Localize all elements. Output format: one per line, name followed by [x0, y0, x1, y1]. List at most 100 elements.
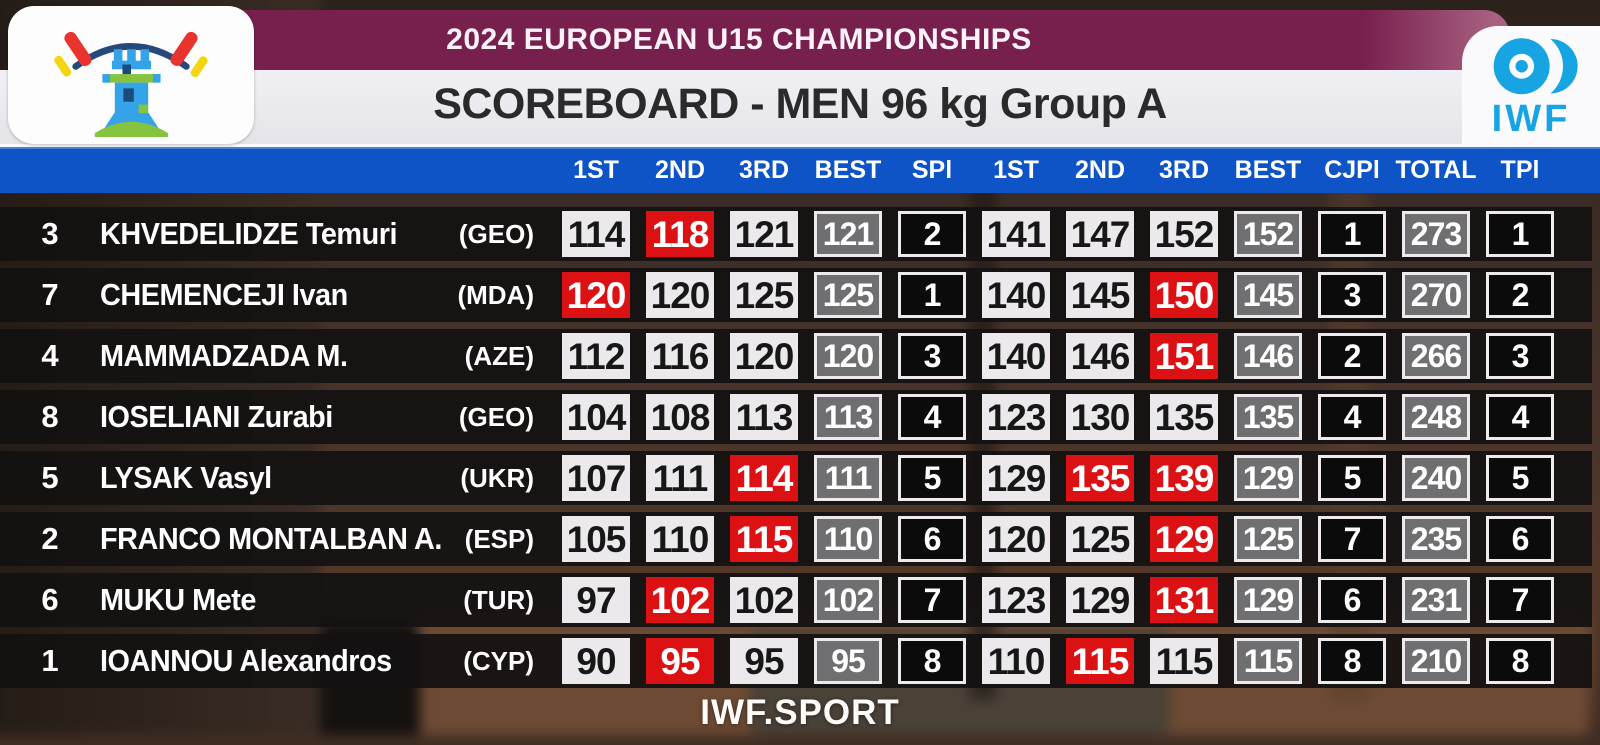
- attempt-failed-cell: 151: [1150, 333, 1218, 379]
- attempt-cell: 112: [562, 333, 630, 379]
- total-cell: 270: [1402, 272, 1470, 318]
- lot-number: 8: [41, 399, 59, 434]
- result-slot: 6: [890, 512, 974, 566]
- result-slot: 107: [554, 451, 638, 505]
- result-slot: 1: [1310, 207, 1394, 261]
- iwf-logo-icon: [1493, 38, 1578, 95]
- place-cell: 2: [898, 211, 966, 257]
- result-slot: 6: [1478, 512, 1562, 566]
- result-slot: 135: [1058, 451, 1142, 505]
- result-slot: 3: [890, 329, 974, 383]
- result-slot: 95: [722, 634, 806, 688]
- attempt-cell: 107: [562, 455, 630, 501]
- best-cell: 121: [814, 211, 882, 257]
- attempt-failed-cell: 131: [1150, 577, 1218, 623]
- result-slot: 146: [1226, 329, 1310, 383]
- result-slot: 147: [1058, 207, 1142, 261]
- result-slot: 112: [554, 329, 638, 383]
- attempt-failed-cell: 102: [646, 577, 714, 623]
- result-slot: 120: [554, 268, 638, 322]
- place-cell: 6: [1486, 516, 1554, 562]
- attempt-cell: 104: [562, 394, 630, 440]
- attempt-cell: 108: [646, 394, 714, 440]
- result-slot: 6: [1310, 573, 1394, 627]
- total-cell: 266: [1402, 333, 1470, 379]
- column-header-2nd: 2ND: [1074, 155, 1125, 184]
- result-slot: 113: [806, 390, 890, 444]
- attempt-failed-cell: 115: [1066, 638, 1134, 684]
- result-slot: 102: [638, 573, 722, 627]
- total-cell: 210: [1402, 638, 1470, 684]
- result-slot: 273: [1394, 207, 1478, 261]
- place-cell: 1: [1486, 211, 1554, 257]
- column-header-3rd: 3RD: [738, 155, 789, 184]
- column-header-best: BEST: [814, 155, 882, 184]
- result-slot: 2: [1310, 329, 1394, 383]
- result-slot: 146: [1058, 329, 1142, 383]
- result-slot: 110: [638, 512, 722, 566]
- result-slot: 121: [722, 207, 806, 261]
- result-slot: 266: [1394, 329, 1478, 383]
- athlete-name: KHVEDELIDZE Temuri: [100, 216, 398, 251]
- result-slot: 118: [638, 207, 722, 261]
- result-slot: 115: [722, 512, 806, 566]
- total-cell: 273: [1402, 211, 1470, 257]
- place-cell: 7: [1486, 577, 1554, 623]
- column-header-cjpl: CJPl: [1324, 155, 1380, 184]
- place-cell: 6: [898, 516, 966, 562]
- result-slot: 121: [806, 207, 890, 261]
- best-cell: 111: [814, 455, 882, 501]
- athlete-name: MUKU Mete: [100, 582, 256, 617]
- result-slot: 115: [1142, 634, 1226, 688]
- attempt-failed-cell: 115: [730, 516, 798, 562]
- result-slot: 2: [890, 207, 974, 261]
- country-code: (GEO): [458, 218, 534, 249]
- place-cell: 7: [898, 577, 966, 623]
- result-slot: 115: [1226, 634, 1310, 688]
- column-header-spl: SPl: [911, 155, 953, 184]
- column-header-total: TOTAL: [1395, 155, 1477, 184]
- result-slot: 95: [806, 634, 890, 688]
- result-slot: 125: [1226, 512, 1310, 566]
- place-cell: 8: [1318, 638, 1386, 684]
- column-header-3rd: 3RD: [1158, 155, 1209, 184]
- result-slot: 129: [974, 451, 1058, 505]
- athlete-name: CHEMENCEJI Ivan: [100, 277, 348, 312]
- result-slot: 152: [1226, 207, 1310, 261]
- result-slot: 131: [1142, 573, 1226, 627]
- result-slot: 7: [890, 573, 974, 627]
- result-slot: 110: [806, 512, 890, 566]
- result-slot: 8: [890, 634, 974, 688]
- attempt-cell: 146: [1066, 333, 1134, 379]
- result-slot: 120: [638, 268, 722, 322]
- attempt-cell: 141: [982, 211, 1050, 257]
- attempt-cell: 129: [1066, 577, 1134, 623]
- place-cell: 2: [1318, 333, 1386, 379]
- result-slot: 125: [722, 268, 806, 322]
- result-slot: 231: [1394, 573, 1478, 627]
- attempt-cell: 90: [562, 638, 630, 684]
- athlete-name: IOSELIANI Zurabi: [100, 399, 333, 434]
- result-slot: 102: [722, 573, 806, 627]
- lot-number: 3: [41, 216, 59, 251]
- result-slot: 152: [1142, 207, 1226, 261]
- attempt-cell: 152: [1150, 211, 1218, 257]
- result-slot: 105: [554, 512, 638, 566]
- place-cell: 8: [1486, 638, 1554, 684]
- result-slot: 111: [806, 451, 890, 505]
- result-slot: 1: [1478, 207, 1562, 261]
- result-slot: 2: [1478, 268, 1562, 322]
- attempt-cell: 110: [982, 638, 1050, 684]
- result-slot: 104: [554, 390, 638, 444]
- result-slot: 113: [722, 390, 806, 444]
- attempt-cell: 116: [646, 333, 714, 379]
- attempt-cell: 125: [1066, 516, 1134, 562]
- result-slot: 5: [1310, 451, 1394, 505]
- title-band: SCOREBOARD - MEN 96 kg Group A: [0, 70, 1600, 147]
- attempt-cell: 120: [982, 516, 1050, 562]
- event-title: 2024 EUROPEAN U15 CHAMPIONSHIPS: [446, 23, 1032, 56]
- best-cell: 115: [1234, 638, 1302, 684]
- column-header-1st: 1ST: [993, 155, 1039, 184]
- result-slot: 95: [638, 634, 722, 688]
